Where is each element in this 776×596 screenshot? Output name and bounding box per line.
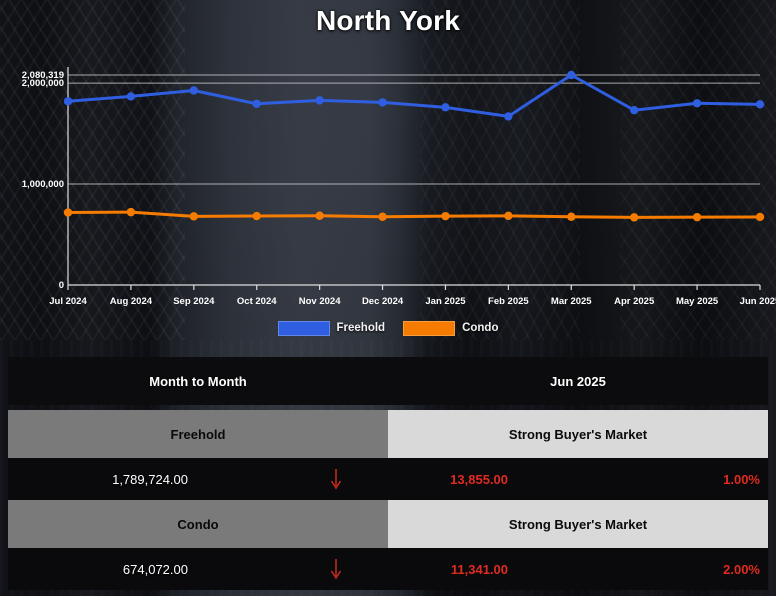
summary-table: Month to Month Jun 2025 Freehold Strong … <box>0 352 776 596</box>
legend-label-condo: Condo <box>462 322 499 334</box>
legend-item-freehold[interactable]: Freehold <box>277 320 386 336</box>
svg-text:Jun 2025: Jun 2025 <box>740 296 776 307</box>
header-month-to-month: Month to Month <box>149 373 247 389</box>
segment-cell-freehold: Freehold <box>8 410 388 458</box>
percent-condo: 2.00% <box>723 561 760 577</box>
arrow-down-icon-freehold <box>308 458 364 500</box>
svg-text:Jul 2024: Jul 2024 <box>49 296 87 307</box>
change-freehold: 13,855.00 <box>450 471 508 487</box>
legend-label-freehold: Freehold <box>336 322 386 334</box>
svg-text:2,080,319: 2,080,319 <box>22 70 64 81</box>
legend-swatch-condo <box>403 320 456 336</box>
value-condo: 674,072.00 <box>122 561 188 577</box>
svg-text:Jan 2025: Jan 2025 <box>425 296 466 307</box>
svg-text:May 2025: May 2025 <box>676 296 719 307</box>
background-facade-left <box>0 0 185 340</box>
svg-text:0: 0 <box>59 280 64 291</box>
segment-label-condo: Condo <box>177 516 219 532</box>
svg-text:Aug 2024: Aug 2024 <box>110 296 153 307</box>
svg-text:Nov 2024: Nov 2024 <box>299 296 341 307</box>
legend-swatch-freehold <box>277 320 330 336</box>
background-facade-center <box>420 0 580 340</box>
svg-text:Sep 2024: Sep 2024 <box>173 296 215 307</box>
segment-label-freehold: Freehold <box>170 426 226 442</box>
header-period: Jun 2025 <box>550 373 606 389</box>
chart-legend: Freehold Condo <box>0 318 776 338</box>
svg-text:Mar 2025: Mar 2025 <box>551 296 592 307</box>
market-status-cell-condo: Strong Buyer's Market <box>388 500 768 548</box>
svg-text:Oct 2024: Oct 2024 <box>237 296 277 307</box>
background-facade-right <box>620 0 776 340</box>
svg-text:1,000,000: 1,000,000 <box>22 179 64 190</box>
change-condo: 11,341.00 <box>450 561 508 577</box>
page-title: North York <box>315 5 461 36</box>
table-header-row: Month to Month Jun 2025 <box>8 357 768 405</box>
svg-text:Dec 2024: Dec 2024 <box>362 296 404 307</box>
table-row-freehold-data: 1,789,724.00 13,855.00 1.00% <box>8 458 768 500</box>
svg-text:2,000,000: 2,000,000 <box>22 78 64 89</box>
price-trend-chart: 0 1,000,000 2,000,000 2,080,319 Jul 2024 Aug … <box>0 55 776 345</box>
percent-freehold: 1.00% <box>723 471 760 487</box>
table-row-freehold-band: Freehold Strong Buyer's Market <box>8 410 768 458</box>
segment-cell-condo: Condo <box>8 500 388 548</box>
svg-text:Apr 2025: Apr 2025 <box>614 296 655 307</box>
market-status-cell-freehold: Strong Buyer's Market <box>388 410 768 458</box>
market-status-label-condo: Strong Buyer's Market <box>508 516 648 532</box>
table-row-condo-band: Condo Strong Buyer's Market <box>8 500 768 548</box>
table-row-condo-data: 674,072.00 11,341.00 2.00% <box>8 548 768 590</box>
arrow-down-icon-condo <box>308 548 364 590</box>
legend-item-condo[interactable]: Condo <box>403 320 499 336</box>
market-status-label-freehold: Strong Buyer's Market <box>508 426 648 442</box>
svg-text:Feb 2025: Feb 2025 <box>488 296 529 307</box>
value-freehold: 1,789,724.00 <box>112 471 188 487</box>
